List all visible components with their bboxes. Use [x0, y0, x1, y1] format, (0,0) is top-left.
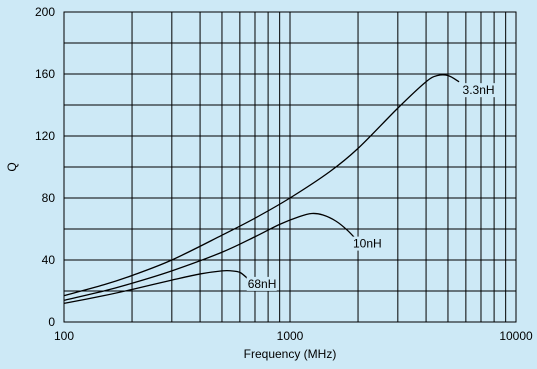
series-label-bg — [461, 83, 499, 98]
y-tick-label: 120 — [35, 129, 55, 143]
series-line-3-3nh — [63, 74, 460, 297]
series-line-68nh — [63, 269, 249, 305]
y-tick-label: 200 — [35, 5, 55, 19]
x-tick-label: 100 — [54, 329, 74, 343]
tick-labels: 100 1000 10000 0 40 80 120 160 200 — [35, 5, 533, 343]
y-axis-title: Q — [5, 162, 19, 171]
series-label: 68nH — [248, 277, 277, 291]
x-tick-label: 1000 — [277, 329, 304, 343]
series-line-10nh — [63, 212, 359, 301]
x-axis-title: Frequency (MHz) — [244, 347, 337, 361]
series-label-bg — [351, 236, 382, 251]
series-labels: 3.3nH 10nH 68nH — [246, 83, 499, 291]
series-label-bg — [246, 276, 277, 291]
y-tick-label: 80 — [42, 191, 56, 205]
series-lines — [63, 74, 460, 305]
y-tick-label: 0 — [48, 315, 55, 329]
series-label: 10nH — [353, 237, 382, 251]
y-tick-label: 40 — [42, 253, 56, 267]
grid — [64, 12, 516, 322]
x-tick-label: 10000 — [499, 329, 533, 343]
y-tick-label: 160 — [35, 67, 55, 81]
series-label: 3.3nH — [463, 83, 495, 97]
